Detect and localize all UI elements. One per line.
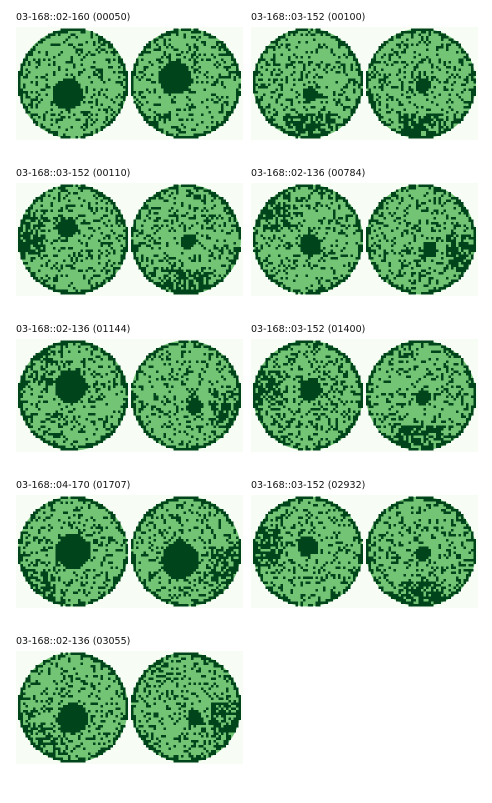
defect-dies	[131, 652, 241, 763]
wafer-pair-svg	[18, 652, 241, 763]
wafer-panel: 03-168::03-152 (02932)	[251, 480, 478, 614]
wafer-map-2	[366, 496, 476, 607]
panel-plot-area	[16, 651, 243, 764]
defect-dies	[366, 340, 476, 451]
defect-dies	[131, 340, 241, 451]
wafer-map-2	[131, 340, 241, 451]
wafer-pair-svg	[253, 340, 476, 451]
panel-title: 03-168::02-136 (00784)	[251, 168, 366, 179]
wafer-panel: 03-168::03-152 (00110)	[16, 168, 243, 302]
wafer-map-2	[131, 184, 241, 295]
panel-title: 03-168::03-152 (00110)	[16, 168, 131, 179]
wafer-map-1	[18, 28, 128, 139]
wafer-pair-svg	[253, 184, 476, 295]
wafer-map-1	[18, 340, 128, 451]
panel-plot-area	[251, 339, 478, 452]
defect-dies	[18, 652, 128, 763]
panel-plot-area	[16, 183, 243, 296]
defect-dies	[253, 340, 363, 451]
wafer-map-1	[253, 340, 363, 451]
wafer-pair-svg	[18, 28, 241, 139]
defect-dies	[18, 340, 128, 451]
wafer-map-2	[131, 652, 241, 763]
panel-plot-area	[16, 339, 243, 452]
panel-plot-area	[16, 495, 243, 608]
defect-dies	[253, 184, 363, 295]
defect-dies	[366, 28, 476, 139]
defect-dies	[18, 28, 128, 139]
defect-dies	[131, 28, 241, 139]
wafer-pair-svg	[18, 184, 241, 295]
panel-plot-area	[251, 27, 478, 140]
defect-dies	[18, 496, 128, 607]
wafer-map-2	[131, 28, 241, 139]
wafer-map-1	[253, 184, 363, 295]
defect-dies	[366, 184, 476, 295]
defect-dies	[131, 496, 241, 607]
defect-dies	[366, 496, 476, 607]
wafer-panel: 03-168::03-152 (01400)	[251, 324, 478, 458]
wafer-pair-svg	[18, 496, 241, 607]
wafer-panel: 03-168::02-136 (03055)	[16, 636, 243, 770]
wafer-map-1	[18, 652, 128, 763]
defect-dies	[18, 184, 128, 295]
defect-dies	[253, 28, 363, 139]
wafer-map-1	[253, 496, 363, 607]
panel-title: 03-168::03-152 (02932)	[251, 480, 366, 491]
wafer-map-2	[366, 184, 476, 295]
wafer-panel: 03-168::02-136 (00784)	[251, 168, 478, 302]
panel-plot-area	[16, 27, 243, 140]
wafer-panel: 03-168::04-170 (01707)	[16, 480, 243, 614]
panel-title: 03-168::02-136 (01144)	[16, 324, 131, 335]
defect-dies	[131, 184, 241, 295]
defect-dies	[253, 496, 363, 607]
panel-title: 03-168::03-152 (00100)	[251, 12, 366, 23]
wafer-panel: 03-168::02-160 (00050)	[16, 12, 243, 146]
wafer-map-1	[18, 184, 128, 295]
panel-title: 03-168::04-170 (01707)	[16, 480, 131, 491]
panel-plot-area	[251, 495, 478, 608]
panel-title: 03-168::02-136 (03055)	[16, 636, 131, 647]
wafer-panel: 03-168::02-136 (01144)	[16, 324, 243, 458]
panel-title: 03-168::02-160 (00050)	[16, 12, 131, 23]
panel-title: 03-168::03-152 (01400)	[251, 324, 366, 335]
wafer-map-1	[18, 496, 128, 607]
wafer-pair-svg	[253, 28, 476, 139]
panel-plot-area	[251, 183, 478, 296]
wafer-pair-svg	[253, 496, 476, 607]
wafer-map-2	[366, 28, 476, 139]
wafer-map-2	[366, 340, 476, 451]
wafer-pair-svg	[18, 340, 241, 451]
wafer-map-2	[131, 496, 241, 607]
wafer-panel: 03-168::03-152 (00100)	[251, 12, 478, 146]
wafer-map-1	[253, 28, 363, 139]
